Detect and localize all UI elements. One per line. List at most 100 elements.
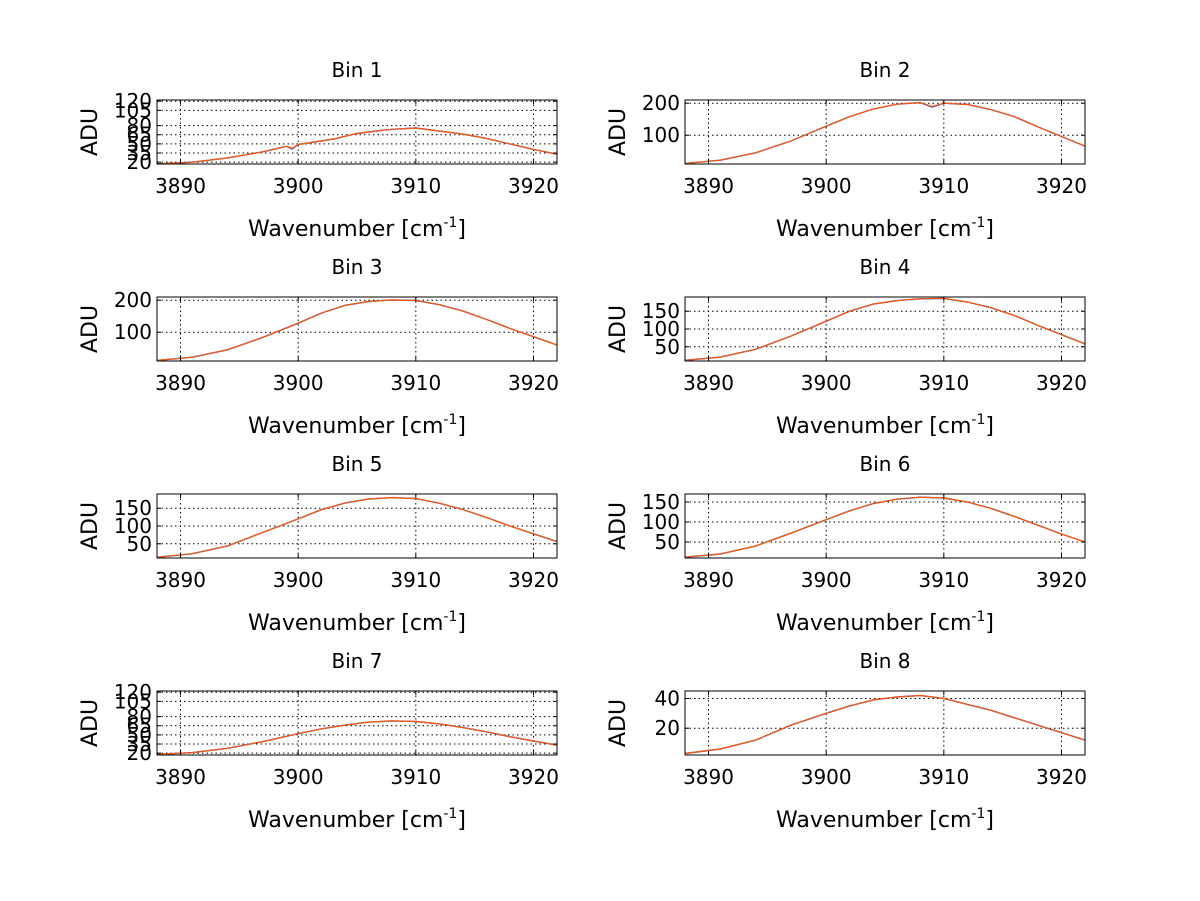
y-tick-label: 150 bbox=[642, 490, 680, 514]
x-tick-label: 3900 bbox=[273, 174, 324, 198]
subplot-title: Bin 5 bbox=[331, 452, 382, 476]
y-tick-label: 50 bbox=[655, 335, 680, 359]
y-tick-label: 100 bbox=[642, 510, 680, 534]
x-tick-label: 3920 bbox=[1036, 765, 1087, 789]
y-tick-label: 80 bbox=[127, 705, 152, 729]
y-axis-label: ADU bbox=[78, 502, 103, 550]
y-tick-label: 100 bbox=[114, 514, 152, 538]
x-tick-label: 3910 bbox=[390, 568, 441, 592]
subplot-title: Bin 3 bbox=[331, 255, 382, 279]
x-tick-label: 3910 bbox=[390, 765, 441, 789]
y-axis-label: ADU bbox=[78, 699, 103, 747]
x-tick-label: 3920 bbox=[508, 174, 559, 198]
y-tick-label: 65 bbox=[127, 714, 152, 738]
subplot-bin-8: 3890 3900 3910 3920 20 40 Bin 8 Wavenumber [cm-… bbox=[606, 649, 1087, 833]
x-tick-label: 3890 bbox=[683, 765, 734, 789]
x-tick-label: 3890 bbox=[155, 174, 206, 198]
subplot-title: Bin 6 bbox=[859, 452, 910, 476]
y-tick-label: 120 bbox=[114, 680, 152, 704]
x-tick-label: 3910 bbox=[390, 174, 441, 198]
series-line-blue bbox=[684, 694, 1086, 755]
series-line-orange bbox=[684, 694, 1086, 755]
axes-frame bbox=[156, 296, 558, 362]
x-tick-label: 3900 bbox=[801, 371, 852, 395]
x-tick-label: 3900 bbox=[273, 765, 324, 789]
x-tick-label: 3910 bbox=[390, 371, 441, 395]
x-tick-label: 3920 bbox=[1036, 568, 1087, 592]
y-axis-label: ADU bbox=[606, 699, 631, 747]
series-line-orange bbox=[156, 720, 558, 755]
series-line-blue bbox=[156, 299, 558, 362]
y-tick-label: 20 bbox=[127, 150, 152, 174]
y-axis-label: ADU bbox=[606, 108, 631, 156]
x-axis-label: Wavenumber [cm-1] bbox=[248, 806, 466, 833]
y-tick-label: 35 bbox=[127, 141, 152, 165]
y-axis-label: ADU bbox=[606, 305, 631, 353]
subplot-bin-3: 3890 3900 3910 3920 100 200 Bin 3 Wavenumber [c… bbox=[78, 255, 559, 439]
y-tick-label: 80 bbox=[127, 114, 152, 138]
y-tick-label: 100 bbox=[642, 123, 680, 147]
subplot-title: Bin 7 bbox=[331, 649, 382, 673]
x-tick-label: 3890 bbox=[155, 371, 206, 395]
axes-frame bbox=[684, 493, 1086, 559]
series-line-orange bbox=[156, 299, 558, 361]
x-tick-label: 3920 bbox=[508, 371, 559, 395]
x-tick-label: 3900 bbox=[273, 371, 324, 395]
x-tick-label: 3920 bbox=[508, 568, 559, 592]
series-line-orange bbox=[684, 297, 1086, 361]
y-tick-label: 50 bbox=[655, 530, 680, 554]
y-tick-label: 40 bbox=[655, 686, 680, 710]
x-tick-label: 3890 bbox=[683, 371, 734, 395]
x-tick-label: 3890 bbox=[155, 765, 206, 789]
subplot-title: Bin 2 bbox=[859, 58, 910, 82]
x-axis-label: Wavenumber [cm-1] bbox=[776, 412, 994, 439]
y-tick-label: 50 bbox=[127, 532, 152, 556]
x-tick-label: 3910 bbox=[918, 371, 969, 395]
series-line-orange bbox=[684, 101, 1086, 164]
y-tick-label: 20 bbox=[655, 716, 680, 740]
x-tick-label: 3900 bbox=[801, 765, 852, 789]
axes-frame bbox=[156, 690, 558, 756]
y-tick-label: 200 bbox=[642, 91, 680, 115]
x-axis-label: Wavenumber [cm-1] bbox=[776, 215, 994, 242]
x-tick-label: 3900 bbox=[801, 568, 852, 592]
y-tick-label: 35 bbox=[127, 732, 152, 756]
x-tick-label: 3890 bbox=[155, 568, 206, 592]
x-tick-label: 3890 bbox=[683, 174, 734, 198]
subplot-title: Bin 4 bbox=[859, 255, 910, 279]
y-tick-label: 50 bbox=[127, 132, 152, 156]
x-tick-label: 3890 bbox=[683, 568, 734, 592]
axes-frame bbox=[156, 99, 558, 165]
x-axis-label: Wavenumber [cm-1] bbox=[776, 609, 994, 636]
y-tick-label: 100 bbox=[642, 317, 680, 341]
y-tick-label: 150 bbox=[642, 299, 680, 323]
axes-frame bbox=[684, 99, 1086, 165]
subplot-title: Bin 1 bbox=[331, 58, 382, 82]
y-tick-label: 120 bbox=[114, 89, 152, 113]
x-tick-label: 3900 bbox=[801, 174, 852, 198]
y-axis-label: ADU bbox=[606, 502, 631, 550]
x-axis-label: Wavenumber [cm-1] bbox=[248, 215, 466, 242]
y-tick-label: 200 bbox=[114, 288, 152, 312]
x-axis-label: Wavenumber [cm-1] bbox=[776, 806, 994, 833]
x-tick-label: 3910 bbox=[918, 765, 969, 789]
x-tick-label: 3900 bbox=[273, 568, 324, 592]
x-axis-label: Wavenumber [cm-1] bbox=[248, 412, 466, 439]
y-tick-label: 65 bbox=[127, 123, 152, 147]
y-tick-label: 150 bbox=[114, 496, 152, 520]
series-line-blue bbox=[684, 101, 1086, 165]
series-line-orange bbox=[156, 127, 558, 165]
series-line-orange bbox=[156, 496, 558, 558]
y-axis-label: ADU bbox=[78, 305, 103, 353]
series-line-orange bbox=[684, 496, 1086, 558]
x-axis-label: Wavenumber [cm-1] bbox=[248, 609, 466, 636]
axes-frame bbox=[684, 690, 1086, 756]
x-tick-label: 3910 bbox=[918, 568, 969, 592]
x-tick-label: 3920 bbox=[1036, 174, 1087, 198]
x-tick-label: 3920 bbox=[1036, 371, 1087, 395]
